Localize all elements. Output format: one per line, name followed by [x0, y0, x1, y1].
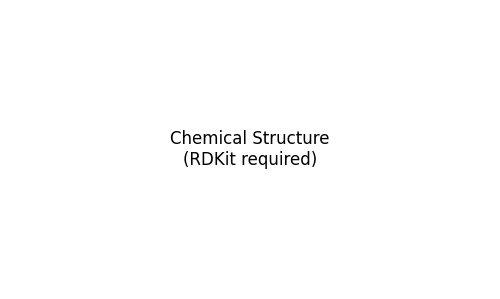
- Text: Chemical Structure
(RDKit required): Chemical Structure (RDKit required): [170, 130, 330, 169]
